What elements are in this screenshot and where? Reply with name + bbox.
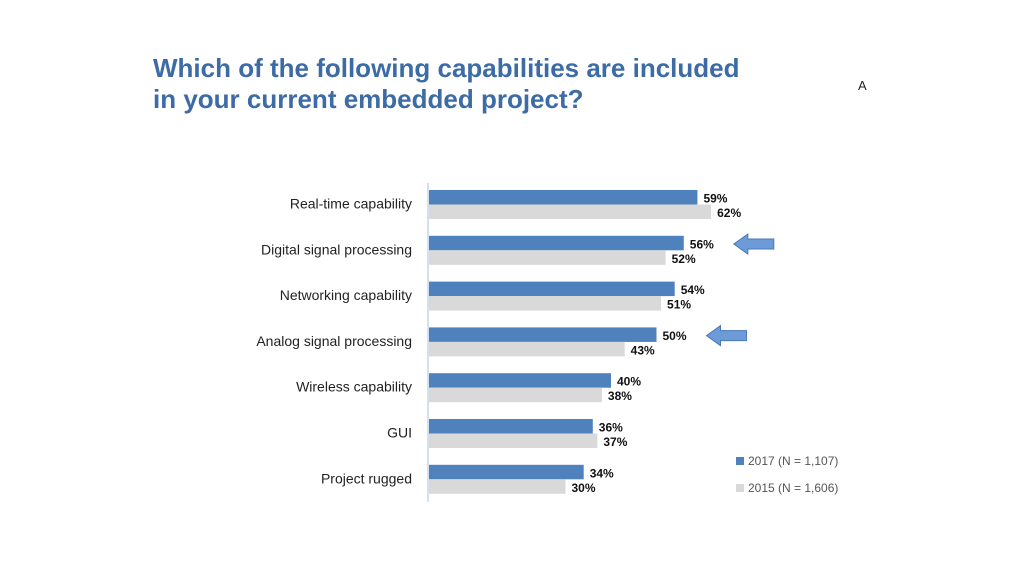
legend-swatch xyxy=(736,457,744,465)
data-label: 34% xyxy=(590,466,614,480)
bar-2017 xyxy=(429,327,657,342)
data-label: 30% xyxy=(572,481,596,495)
bar-2017 xyxy=(429,419,593,434)
bar-2017 xyxy=(429,190,698,205)
category-label: Project rugged xyxy=(321,470,412,486)
bar-2015 xyxy=(429,296,662,311)
bar-2017 xyxy=(429,464,584,480)
data-label: 54% xyxy=(681,283,705,297)
bar-2015 xyxy=(429,341,625,357)
bar-2017 xyxy=(429,235,684,251)
bar-2015 xyxy=(429,479,566,494)
corner-mark: A xyxy=(858,78,867,93)
data-label: 40% xyxy=(617,375,641,389)
highlight-arrow-icon xyxy=(705,324,747,347)
legend-swatch xyxy=(736,484,744,492)
chart-title: Which of the following capabilities are … xyxy=(153,53,793,115)
legend-label: 2017 (N = 1,107) xyxy=(748,454,838,468)
data-label: 52% xyxy=(672,252,696,266)
bar-2017 xyxy=(429,373,611,388)
category-label: Networking capability xyxy=(280,287,412,303)
legend-label: 2015 (N = 1,606) xyxy=(748,481,838,495)
data-label: 36% xyxy=(599,421,623,435)
data-label: 51% xyxy=(667,298,691,312)
category-label: Real-time capability xyxy=(290,196,412,212)
data-label: 50% xyxy=(663,329,687,343)
highlight-arrow-icon xyxy=(732,233,775,256)
data-label: 43% xyxy=(631,343,655,357)
category-label: GUI xyxy=(387,425,412,441)
data-label: 62% xyxy=(717,206,741,220)
bar-2015 xyxy=(429,204,712,219)
data-label: 38% xyxy=(608,389,632,403)
chart-title-line-2: in your current embedded project? xyxy=(153,84,584,114)
category-label: Analog signal processing xyxy=(256,333,412,349)
bar-2017 xyxy=(429,281,675,297)
data-label: 56% xyxy=(690,237,714,251)
data-label: 59% xyxy=(703,192,727,206)
chart-title-line-1: Which of the following capabilities are … xyxy=(153,53,740,83)
bar-2015 xyxy=(429,387,602,403)
data-label: 37% xyxy=(603,435,627,449)
bar-2015 xyxy=(429,250,666,265)
category-label: Wireless capability xyxy=(296,379,412,395)
category-label: Digital signal processing xyxy=(261,241,412,257)
bar-2015 xyxy=(429,433,598,448)
